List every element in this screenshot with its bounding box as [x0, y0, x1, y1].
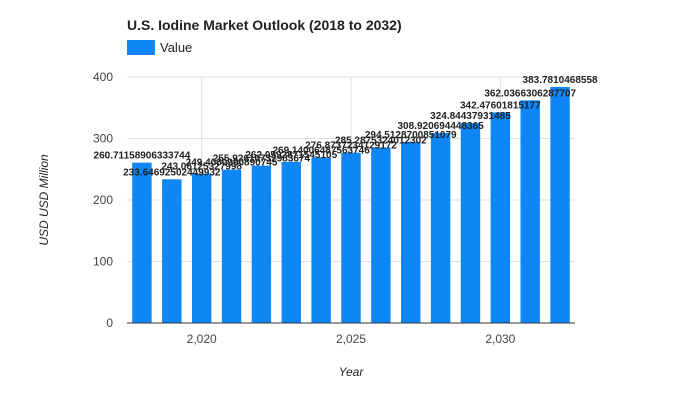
- bar: [311, 157, 331, 323]
- data-label: 294.5128700851079: [365, 130, 457, 141]
- chart-title: U.S. Iodine Market Outlook (2018 to 2032…: [127, 17, 402, 33]
- y-tick-label: 200: [93, 193, 113, 207]
- y-axis-title: USD USD Million: [37, 154, 51, 246]
- data-label: 362.0366306287707: [484, 88, 576, 99]
- data-label: 324.84437931485: [430, 111, 511, 122]
- x-axis-title: Year: [339, 365, 365, 379]
- data-label: 262.0592871545105: [245, 150, 337, 161]
- data-label: 285.2875324012302: [335, 136, 427, 147]
- bar: [221, 169, 242, 323]
- y-axis-ticks: 0 100 200 300 400: [93, 70, 113, 330]
- x-tick-label: 2,025: [336, 332, 366, 346]
- x-axis-ticks: 2,020 2,025 2,030: [187, 332, 516, 346]
- legend-label: Value: [160, 40, 192, 55]
- bar: [251, 165, 272, 323]
- data-label: 342.47601815177: [460, 100, 541, 111]
- y-tick-label: 100: [93, 255, 113, 269]
- bar: [401, 141, 421, 323]
- data-label: 249.4080990890745: [186, 158, 278, 169]
- data-label: 243.06125327998: [161, 162, 242, 173]
- y-tick-label: 0: [106, 316, 113, 330]
- bar: [550, 86, 570, 323]
- legend: Value: [127, 40, 192, 55]
- data-label: 308.920694448365: [397, 121, 484, 132]
- data-label: 269.14006487563746: [272, 145, 370, 156]
- bar: [341, 152, 361, 323]
- bar: [430, 133, 451, 323]
- data-label: 233.64692502449932: [123, 167, 221, 178]
- data-label: 276.8737234129172: [305, 141, 397, 152]
- x-tick-label: 2,020: [187, 332, 217, 346]
- y-tick-label: 400: [93, 70, 113, 84]
- data-labels: 260.71158906333744 233.64692502449932243.…: [94, 75, 599, 178]
- bar: [132, 162, 152, 323]
- bar: [371, 147, 391, 323]
- x-tick-label: 2,030: [485, 332, 515, 346]
- legend-swatch: [127, 40, 155, 55]
- data-label: 260.71158906333744: [94, 151, 191, 162]
- data-label: 383.7810468558: [523, 75, 599, 86]
- y-tick-label: 300: [93, 132, 113, 146]
- bar: [520, 100, 540, 323]
- data-label: 255.92610732983674: [213, 154, 311, 165]
- bar: [490, 112, 511, 323]
- bar: [162, 179, 182, 323]
- bar: [191, 173, 212, 323]
- bar: [460, 123, 481, 323]
- bars: [132, 86, 570, 323]
- bar: [281, 161, 301, 323]
